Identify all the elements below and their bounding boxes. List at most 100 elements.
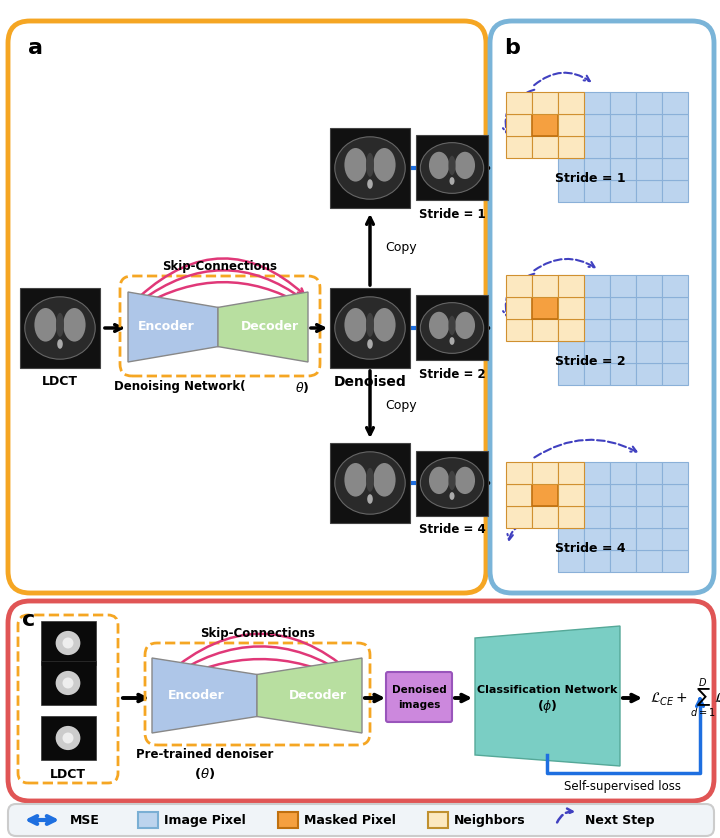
Bar xyxy=(662,136,688,158)
Bar xyxy=(558,319,584,341)
Bar xyxy=(558,484,584,506)
Text: Image Pixel: Image Pixel xyxy=(164,814,246,826)
Bar xyxy=(40,621,96,665)
Ellipse shape xyxy=(429,312,449,339)
Bar xyxy=(636,275,662,297)
Ellipse shape xyxy=(55,631,81,655)
Ellipse shape xyxy=(63,308,86,342)
Bar xyxy=(506,297,532,319)
Ellipse shape xyxy=(455,467,475,494)
Bar xyxy=(330,443,410,523)
Text: Stride = 1: Stride = 1 xyxy=(419,208,485,221)
Bar xyxy=(20,288,100,368)
Bar xyxy=(558,114,584,136)
Bar xyxy=(610,158,636,180)
Bar xyxy=(636,341,662,363)
Text: Decoder: Decoder xyxy=(241,320,300,334)
Bar xyxy=(636,319,662,341)
Bar xyxy=(662,92,688,114)
Bar xyxy=(558,341,584,363)
Bar xyxy=(610,319,636,341)
Ellipse shape xyxy=(55,726,81,750)
Ellipse shape xyxy=(449,316,456,335)
Bar xyxy=(330,128,410,208)
Bar xyxy=(558,275,584,297)
Ellipse shape xyxy=(420,303,484,354)
Text: Stride = 4: Stride = 4 xyxy=(554,542,625,555)
Bar xyxy=(558,506,584,528)
Text: Denoised: Denoised xyxy=(392,685,446,695)
Bar xyxy=(558,528,584,550)
Bar xyxy=(636,363,662,385)
Ellipse shape xyxy=(449,337,454,345)
Ellipse shape xyxy=(63,677,73,689)
Bar xyxy=(532,484,558,506)
Ellipse shape xyxy=(367,494,373,504)
Text: Copy: Copy xyxy=(385,241,417,255)
Bar xyxy=(506,506,532,528)
Bar xyxy=(330,288,410,368)
Bar xyxy=(584,275,610,297)
Text: c: c xyxy=(22,610,35,630)
Bar xyxy=(558,363,584,385)
Bar xyxy=(636,92,662,114)
Text: Skip-Connections: Skip-Connections xyxy=(163,260,277,273)
Ellipse shape xyxy=(344,148,366,182)
Bar xyxy=(610,180,636,202)
Bar xyxy=(558,484,584,506)
Bar xyxy=(610,484,636,506)
Bar xyxy=(662,506,688,528)
Polygon shape xyxy=(475,626,620,766)
Bar xyxy=(584,180,610,202)
Bar xyxy=(558,114,584,136)
Text: Neighbors: Neighbors xyxy=(454,814,526,826)
Bar xyxy=(636,114,662,136)
Ellipse shape xyxy=(367,179,373,189)
Text: $\mathcal{L}_{CE} + \sum_{d=1}^{D} \mathcal{L}(A_d)$: $\mathcal{L}_{CE} + \sum_{d=1}^{D} \math… xyxy=(650,676,720,720)
Bar xyxy=(558,136,584,158)
Ellipse shape xyxy=(35,308,57,342)
Bar xyxy=(584,506,610,528)
Bar xyxy=(662,363,688,385)
Ellipse shape xyxy=(373,463,395,497)
Bar xyxy=(610,550,636,572)
Text: Masked Pixel: Masked Pixel xyxy=(304,814,396,826)
Text: Encoder: Encoder xyxy=(138,320,194,334)
Ellipse shape xyxy=(56,313,64,337)
Bar xyxy=(662,341,688,363)
Ellipse shape xyxy=(455,152,475,179)
Bar xyxy=(584,297,610,319)
Bar xyxy=(610,92,636,114)
Bar xyxy=(584,114,610,136)
Polygon shape xyxy=(152,658,257,733)
Bar xyxy=(558,92,584,114)
Bar xyxy=(584,341,610,363)
Bar xyxy=(662,158,688,180)
Bar xyxy=(636,506,662,528)
Bar xyxy=(584,528,610,550)
Ellipse shape xyxy=(335,452,405,515)
Bar xyxy=(584,462,610,484)
Bar xyxy=(662,528,688,550)
Bar xyxy=(416,296,488,360)
Bar xyxy=(532,92,558,114)
Ellipse shape xyxy=(373,148,395,182)
Bar xyxy=(532,275,558,297)
Text: Stride = 2: Stride = 2 xyxy=(554,355,625,368)
Bar xyxy=(506,275,532,297)
Bar xyxy=(662,550,688,572)
Polygon shape xyxy=(128,292,218,362)
Text: Self-supervised loss: Self-supervised loss xyxy=(564,780,682,793)
Bar xyxy=(558,180,584,202)
Text: Denoised: Denoised xyxy=(333,375,406,389)
Ellipse shape xyxy=(429,467,449,494)
Ellipse shape xyxy=(335,297,405,360)
Bar xyxy=(610,462,636,484)
Text: Pre-trained denoiser: Pre-trained denoiser xyxy=(136,748,274,761)
Ellipse shape xyxy=(344,308,366,342)
Bar xyxy=(40,661,96,705)
Text: LDCT: LDCT xyxy=(50,768,86,781)
Bar xyxy=(584,92,610,114)
Ellipse shape xyxy=(367,339,373,349)
Bar xyxy=(610,114,636,136)
